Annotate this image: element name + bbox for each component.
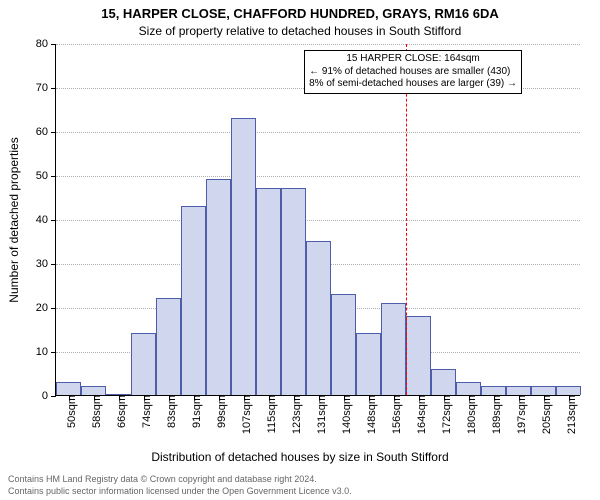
x-tick-label: 107sqm [235, 395, 253, 434]
histogram-bar [81, 386, 106, 395]
y-tick-label: 40 [36, 214, 56, 226]
histogram-bar [206, 179, 231, 395]
histogram-bar [131, 333, 156, 395]
x-tick-label: 123sqm [285, 395, 303, 434]
x-tick-label: 66sqm [110, 395, 128, 428]
histogram-bar [306, 241, 331, 395]
annotation-line: 15 HARPER CLOSE: 164sqm [309, 53, 517, 66]
x-tick-label: 83sqm [160, 395, 178, 428]
histogram-bar [406, 316, 431, 395]
y-tick-label: 0 [42, 390, 56, 402]
x-tick-label: 58sqm [85, 395, 103, 428]
chart-title: 15, HARPER CLOSE, CHAFFORD HUNDRED, GRAY… [0, 6, 600, 21]
annotation-line: ← 91% of detached houses are smaller (43… [309, 66, 517, 79]
x-tick-label: 180sqm [460, 395, 478, 434]
x-tick-label: 172sqm [435, 395, 453, 434]
y-tick-label: 50 [36, 170, 56, 182]
y-tick-label: 30 [36, 258, 56, 270]
x-tick-label: 189sqm [485, 395, 503, 434]
x-tick-label: 115sqm [260, 395, 278, 433]
histogram-bar [56, 382, 81, 395]
x-tick-label: 156sqm [385, 395, 403, 434]
footer-line-2: Contains public sector information licen… [8, 486, 352, 496]
property-size-chart: 15, HARPER CLOSE, CHAFFORD HUNDRED, GRAY… [0, 0, 600, 500]
grid-line [56, 220, 580, 221]
histogram-bar [331, 294, 356, 395]
x-tick-label: 205sqm [535, 395, 553, 434]
histogram-bar [431, 369, 456, 395]
y-axis-label: Number of detached properties [7, 137, 21, 302]
histogram-bar [456, 382, 481, 395]
y-tick-label: 20 [36, 302, 56, 314]
x-tick-label: 91sqm [185, 395, 203, 428]
x-tick-label: 131sqm [310, 395, 328, 434]
histogram-bar [231, 118, 256, 395]
y-tick-label: 80 [36, 38, 56, 50]
histogram-bar [256, 188, 281, 395]
histogram-bar [381, 303, 406, 395]
x-tick-label: 213sqm [560, 395, 578, 434]
grid-line [56, 44, 580, 45]
x-tick-label: 140sqm [335, 395, 353, 434]
histogram-bar [281, 188, 306, 395]
annotation-box: 15 HARPER CLOSE: 164sqm← 91% of detached… [304, 50, 522, 94]
annotation-line: 8% of semi-detached houses are larger (3… [309, 78, 517, 91]
x-tick-label: 99sqm [210, 395, 228, 428]
grid-line [56, 176, 580, 177]
reference-line [406, 44, 407, 395]
y-tick-label: 60 [36, 126, 56, 138]
x-tick-label: 164sqm [410, 395, 428, 434]
histogram-bar [506, 386, 531, 395]
grid-line [56, 132, 580, 133]
x-tick-label: 197sqm [510, 395, 528, 434]
y-tick-label: 10 [36, 346, 56, 358]
x-axis-label: Distribution of detached houses by size … [0, 450, 600, 464]
histogram-bar [156, 298, 181, 395]
histogram-bar [481, 386, 506, 395]
x-tick-label: 148sqm [360, 395, 378, 434]
histogram-bar [556, 386, 581, 395]
histogram-bar [181, 206, 206, 395]
x-tick-label: 50sqm [60, 395, 78, 428]
y-tick-label: 70 [36, 82, 56, 94]
histogram-bar [531, 386, 556, 395]
chart-subtitle: Size of property relative to detached ho… [0, 24, 600, 38]
plot-area: 0102030405060708050sqm58sqm66sqm74sqm83s… [55, 44, 580, 396]
x-tick-label: 74sqm [135, 395, 153, 428]
histogram-bar [356, 333, 381, 395]
footer-line-1: Contains HM Land Registry data © Crown c… [8, 474, 317, 484]
